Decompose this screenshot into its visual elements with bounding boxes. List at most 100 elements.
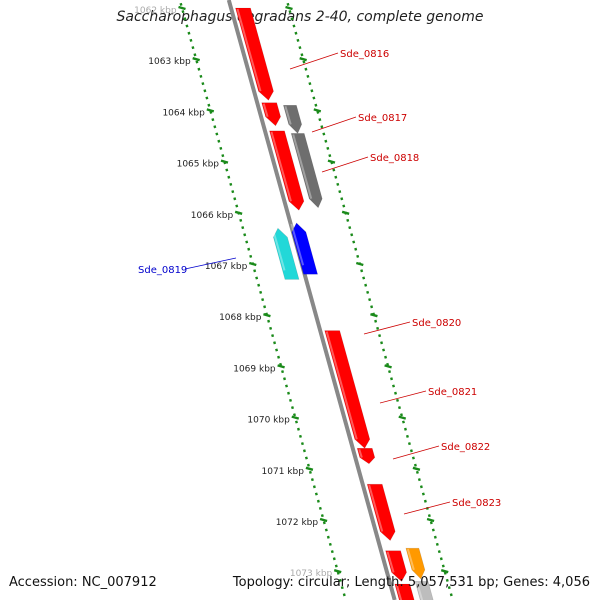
gene-label-leader [392,445,440,460]
minus-track-dot [199,74,203,78]
gene-arrow[interactable] [261,102,281,127]
minus-track-dot [269,326,273,330]
minus-track-dot [324,528,328,532]
gene-arrow[interactable] [291,222,318,275]
minus-track-dot [320,514,324,518]
gene-arrow[interactable] [269,130,305,211]
plus-track-dot [403,427,407,431]
gene-label[interactable]: Sde_0817 [358,113,407,124]
minus-track-dot [314,492,318,496]
plus-track-dot [302,60,306,64]
plus-track-dot [390,377,394,381]
gene-label[interactable]: Sde_0821 [428,387,477,398]
plus-track-dot [431,528,435,532]
minus-track-dot [211,118,215,122]
gene-arrow[interactable] [283,105,303,134]
minus-track-dot [334,564,338,568]
minus-track-dot [285,384,289,388]
minus-track-dot [225,168,229,172]
plus-track-dot [322,132,326,136]
plus-track-major-tick [285,5,293,11]
plus-track-dot [346,218,350,222]
plus-track-dot [362,276,366,280]
plus-track-dot [328,154,332,158]
plus-track-dot [398,406,401,410]
minus-track-dot [300,442,304,446]
plus-track-dot [429,521,433,525]
kbp-label: 1071 kbp [262,467,305,477]
minus-track-major-tick [220,159,229,164]
gene-arrow-highlight [262,103,269,118]
gene-arrow[interactable] [235,7,274,101]
plus-track-dot [336,182,340,186]
kbp-label: 1067 kbp [205,262,248,272]
minus-track-dot [233,197,237,201]
gene-arrow[interactable] [394,583,418,600]
plus-track-dot [320,125,324,129]
minus-track-dot [304,456,308,460]
minus-track-major-tick [206,108,215,113]
minus-track-dot [227,175,231,179]
plus-track-major-tick [313,108,322,113]
minus-track-major-tick [277,364,285,369]
minus-track-dot [342,593,346,597]
minus-track-dot [215,132,219,136]
minus-track-dot [257,283,261,287]
minus-track-dot [281,370,285,374]
gene-arrow[interactable] [324,330,371,449]
gene-label[interactable]: Sde_0822 [441,442,490,453]
plus-track-dot [409,449,413,453]
minus-track-dot [207,103,211,107]
plus-track-dot [419,485,423,489]
plus-track-dot [294,31,298,35]
gene-arrow-highlight [325,331,358,440]
gene-arrow[interactable] [356,447,376,465]
gene-label[interactable]: Sde_0819 [138,265,187,276]
plus-track-dot [441,564,445,568]
minus-track-dot [310,478,314,482]
plus-track-dot [340,197,344,201]
plus-track-major-tick [398,415,407,420]
minus-track-major-tick [305,466,314,471]
plus-track-major-tick [370,313,378,318]
plus-track-dot [435,542,439,546]
gene-label[interactable]: Sde_0816 [340,49,389,60]
plus-track-dot [292,24,296,28]
gene-arrow[interactable] [366,483,396,541]
plus-track-dot [314,103,318,107]
plus-track-dot [350,233,354,237]
minus-track-dot [332,557,336,561]
minus-track-dot [221,154,225,158]
gene-arrow-highlight [270,131,292,202]
minus-track-dot [291,406,294,410]
gene-label[interactable]: Sde_0818 [370,153,419,164]
minus-track-dot [213,125,217,129]
gene-arrow[interactable] [273,227,300,280]
minus-track-dot [183,17,187,21]
minus-track-dot [243,233,247,237]
plus-track-major-tick [341,210,350,215]
plus-track-dot [366,290,370,294]
minus-track-dot [289,398,292,402]
plus-track-dot [290,17,294,21]
minus-track-dot [294,420,298,424]
gene-arrow[interactable] [385,550,407,582]
gene-arrow[interactable] [290,133,323,209]
minus-track-dot [247,247,251,251]
plus-track-dot [401,420,405,424]
plus-track-dot [332,168,336,172]
minus-track-dot [191,46,195,50]
gene-label[interactable]: Sde_0820 [412,318,461,329]
minus-track-dot [249,254,253,258]
minus-track-dot [193,53,197,57]
gene-label-leader [321,156,369,173]
gene-arrow[interactable] [405,547,426,580]
gene-arrow[interactable] [414,581,437,600]
plus-track-dot [396,398,399,402]
plus-track-dot [423,499,427,503]
plus-track-dot [288,10,292,14]
gene-label[interactable]: Sde_0823 [452,498,501,509]
minus-track-dot [322,521,326,525]
minus-track-dot [298,434,302,438]
